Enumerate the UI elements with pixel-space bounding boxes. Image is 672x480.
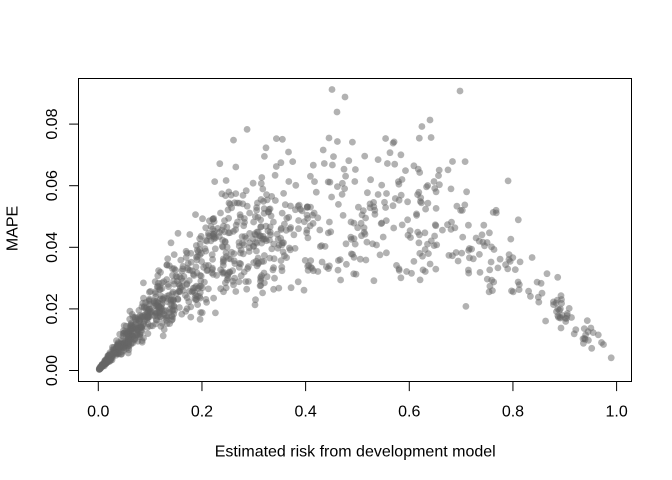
svg-text:0.04: 0.04 [44,232,61,263]
svg-text:MAPE: MAPE [5,206,22,251]
svg-text:0.8: 0.8 [502,404,524,421]
svg-text:0.08: 0.08 [44,108,61,139]
svg-text:1.0: 1.0 [605,404,627,421]
svg-text:0.02: 0.02 [44,293,61,324]
svg-text:0.00: 0.00 [44,355,61,386]
svg-text:0.06: 0.06 [44,170,61,201]
svg-text:0.4: 0.4 [294,404,316,421]
svg-text:Estimated risk from developmen: Estimated risk from development model [215,444,496,461]
svg-text:0.2: 0.2 [191,404,213,421]
svg-text:0.0: 0.0 [87,404,109,421]
svg-text:0.6: 0.6 [398,404,420,421]
